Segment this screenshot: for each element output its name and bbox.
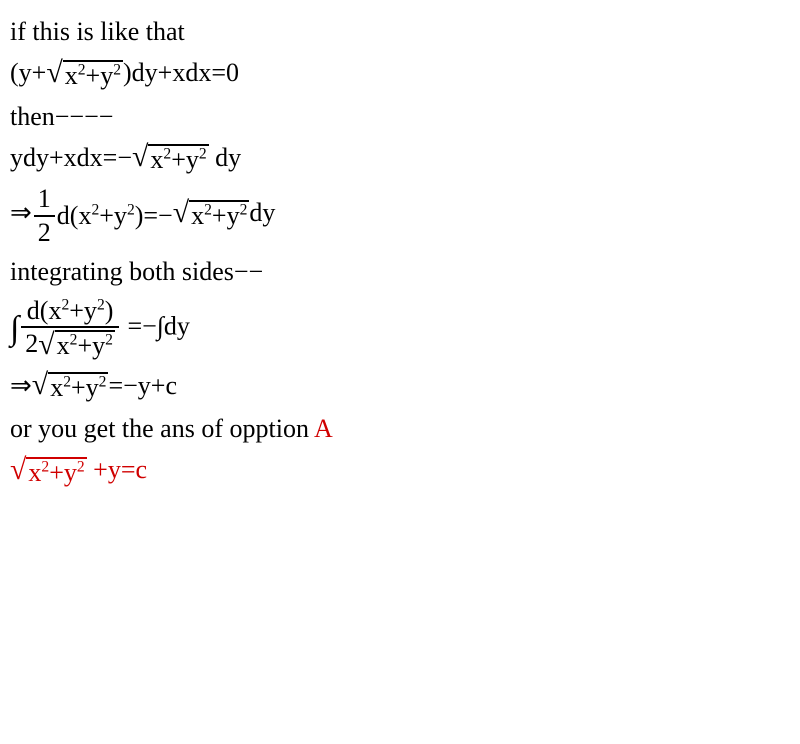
- sqrt: √x2+y2: [10, 455, 87, 490]
- sup: 2: [105, 332, 113, 349]
- text: ⇒: [10, 371, 32, 400]
- sup: 2: [204, 201, 212, 218]
- text: x: [57, 331, 70, 360]
- text: ydy+xdx=−: [10, 143, 132, 172]
- text: dy: [249, 199, 275, 228]
- text: +y: [171, 145, 199, 174]
- text: +y: [212, 201, 240, 230]
- text: x: [150, 145, 163, 174]
- line-2: (y+√x2+y2)dy+xdx=0: [10, 55, 790, 93]
- text: x: [65, 61, 78, 90]
- radicand: x2+y2: [189, 200, 249, 231]
- text: d(x2+y2)=−: [57, 198, 173, 233]
- text: x: [50, 373, 63, 402]
- text: ⇒: [10, 199, 32, 228]
- sup: 2: [78, 61, 86, 78]
- line-4: ydy+xdx=−√x2+y2 dy: [10, 140, 790, 178]
- text: if this is like that: [10, 17, 185, 46]
- sqrt: √x2+y2: [46, 58, 123, 93]
- sup: 2: [63, 373, 71, 390]
- numerator: d(x2+y2): [21, 295, 119, 328]
- text: or you get the ans of opption: [10, 414, 314, 443]
- sqrt: √x2+y2: [38, 330, 115, 361]
- radicand: x2+y2: [48, 372, 108, 403]
- radical-icon: √: [38, 330, 54, 360]
- line-9: or you get the ans of opption A: [10, 411, 790, 446]
- sqrt: √x2+y2: [132, 142, 209, 177]
- radical-icon: √: [10, 455, 26, 485]
- sup: 2: [127, 201, 135, 218]
- text: then−−−−: [10, 102, 113, 131]
- text: +y: [99, 201, 127, 230]
- sup: 2: [113, 61, 121, 78]
- fraction: d(x2+y2)2√x2+y2: [21, 295, 119, 362]
- text: +y: [77, 331, 105, 360]
- text: ): [105, 296, 114, 325]
- line-3: then−−−−: [10, 99, 790, 134]
- sup: 2: [199, 146, 207, 163]
- text: (y+: [10, 58, 46, 87]
- text: )dy+xdx=0: [123, 58, 239, 87]
- sqrt: √x2+y2: [173, 198, 250, 233]
- text: =−∫dy: [121, 311, 190, 340]
- radicand: x2+y2: [55, 330, 115, 361]
- text: x: [28, 458, 41, 487]
- sup: 2: [97, 296, 105, 313]
- sup: 2: [99, 373, 107, 390]
- line-5: ⇒12d(x2+y2)=−√x2+y2dy: [10, 183, 790, 247]
- answer-option: A: [314, 414, 333, 443]
- radical-icon: √: [173, 198, 189, 228]
- line-6: integrating both sides−−: [10, 254, 790, 289]
- radicand: x2+y2: [26, 457, 86, 488]
- sup: 2: [77, 458, 85, 475]
- text: +y: [69, 296, 97, 325]
- sup: 2: [240, 201, 248, 218]
- radicand: x2+y2: [63, 60, 123, 91]
- denominator: 2: [34, 217, 55, 248]
- sqrt: √x2+y2: [32, 370, 109, 405]
- fraction: 12: [34, 183, 55, 247]
- radical-icon: √: [132, 142, 148, 172]
- text: +y=c: [87, 455, 147, 484]
- text: +y: [86, 61, 114, 90]
- line-8: ⇒√x2+y2=−y+c: [10, 368, 790, 406]
- text: d(x: [57, 201, 92, 230]
- text: =−y+c: [108, 371, 177, 400]
- line-7: ∫d(x2+y2)2√x2+y2 =−∫dy: [10, 295, 790, 362]
- text: 2: [25, 329, 38, 358]
- text: d(x: [27, 296, 62, 325]
- radical-icon: √: [46, 58, 62, 88]
- text: +y: [71, 373, 99, 402]
- line-1: if this is like that: [10, 14, 790, 49]
- denominator: 2√x2+y2: [21, 328, 119, 362]
- text: integrating both sides−−: [10, 257, 263, 286]
- text: x: [191, 201, 204, 230]
- radical-icon: √: [32, 370, 48, 400]
- text: dy: [209, 143, 242, 172]
- text: +y: [49, 458, 77, 487]
- text: )=−: [135, 201, 173, 230]
- integral-icon: ∫: [10, 310, 19, 347]
- line-10: √x2+y2 +y=c: [10, 452, 790, 490]
- radicand: x2+y2: [148, 144, 208, 175]
- numerator: 1: [34, 183, 55, 216]
